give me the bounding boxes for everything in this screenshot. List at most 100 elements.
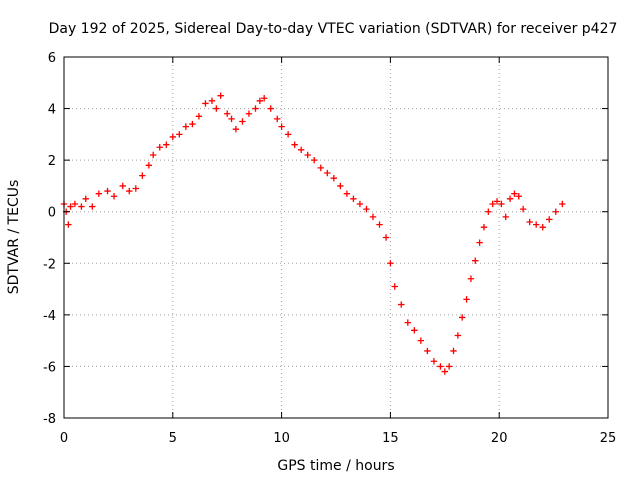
data-point <box>387 260 394 267</box>
data-point <box>485 208 492 215</box>
y-tick-label: 0 <box>48 206 56 221</box>
data-point <box>189 120 196 128</box>
data-point <box>552 208 559 215</box>
data-point <box>195 113 203 120</box>
data-point <box>82 195 89 203</box>
data-point <box>65 221 72 228</box>
data-points <box>60 92 566 375</box>
data-point <box>454 332 462 339</box>
x-tick-label: 25 <box>600 431 617 446</box>
data-point <box>228 115 235 123</box>
data-point <box>526 218 533 226</box>
data-point <box>274 115 281 123</box>
data-point <box>95 190 103 197</box>
data-point <box>260 95 268 102</box>
data-point <box>104 187 111 195</box>
data-point <box>245 110 253 117</box>
data-point <box>376 221 383 228</box>
data-point <box>498 200 505 208</box>
x-axis-title: GPS time / hours <box>277 458 394 474</box>
data-point <box>126 187 133 195</box>
data-point <box>311 156 318 164</box>
plot-frame <box>63 56 609 419</box>
data-point <box>176 131 183 138</box>
data-point <box>459 314 466 321</box>
data-point <box>239 118 246 125</box>
x-tick-label: 10 <box>273 431 290 446</box>
data-point <box>150 151 157 159</box>
data-point <box>450 347 457 355</box>
data-point <box>472 257 479 264</box>
data-point <box>363 205 370 213</box>
data-point <box>317 164 324 172</box>
data-point <box>515 193 522 200</box>
y-tick-label: -2 <box>43 257 56 272</box>
data-point <box>493 198 501 205</box>
x-tick-label: 0 <box>60 431 68 446</box>
data-point <box>267 105 274 112</box>
data-point <box>304 151 311 159</box>
data-point <box>291 141 298 148</box>
data-point <box>424 347 431 355</box>
data-point <box>398 301 405 308</box>
y-tick-label: -4 <box>43 309 56 324</box>
data-point <box>330 174 338 182</box>
data-point <box>463 296 470 303</box>
data-point <box>382 234 390 241</box>
data-point <box>519 205 527 213</box>
data-point <box>343 190 351 197</box>
y-tick-label: 4 <box>48 103 56 118</box>
data-point <box>224 110 231 117</box>
data-point <box>546 216 553 223</box>
y-tick-label: 6 <box>48 51 56 66</box>
data-point <box>506 195 514 203</box>
y-axis-title: SDTVAR / TECUs <box>6 180 22 295</box>
data-point <box>208 97 216 105</box>
data-point <box>430 358 438 365</box>
x-tick-label: 20 <box>491 431 508 446</box>
data-point <box>182 123 190 130</box>
data-point <box>417 337 425 344</box>
data-point <box>232 126 240 133</box>
data-point <box>284 131 292 138</box>
y-tick-label: 2 <box>48 154 56 169</box>
data-point <box>489 200 496 208</box>
data-point <box>369 213 377 221</box>
data-point <box>511 190 518 197</box>
data-point <box>139 172 146 179</box>
data-point <box>67 203 74 210</box>
data-point <box>132 185 140 192</box>
x-tick-label: 5 <box>169 431 177 446</box>
data-point <box>163 141 170 148</box>
data-point <box>356 200 364 208</box>
data-point <box>467 275 475 282</box>
data-point <box>71 200 79 208</box>
y-tick-label: -8 <box>43 412 56 427</box>
data-point <box>391 283 398 290</box>
data-point <box>78 203 85 210</box>
grid <box>64 57 608 418</box>
data-point <box>532 221 540 228</box>
data-point <box>110 193 118 200</box>
data-point <box>411 327 418 334</box>
x-tick-label: 15 <box>382 431 399 446</box>
data-point <box>476 239 483 246</box>
data-point <box>445 363 453 370</box>
data-point <box>502 213 509 221</box>
data-point <box>337 182 344 190</box>
axis-ticks: -8 -6 -4 -2 0 2 4 6 0 5 10 15 20 25 <box>43 51 616 446</box>
data-point <box>297 146 305 154</box>
data-point <box>539 223 546 231</box>
data-point <box>404 319 412 326</box>
data-point <box>89 203 96 210</box>
data-point <box>252 105 259 112</box>
data-point <box>202 100 209 107</box>
data-point <box>441 368 448 375</box>
data-point <box>169 133 176 141</box>
data-point <box>217 92 224 99</box>
data-point <box>324 169 331 177</box>
data-point <box>213 105 220 112</box>
data-point <box>480 223 488 231</box>
data-point <box>156 144 163 151</box>
